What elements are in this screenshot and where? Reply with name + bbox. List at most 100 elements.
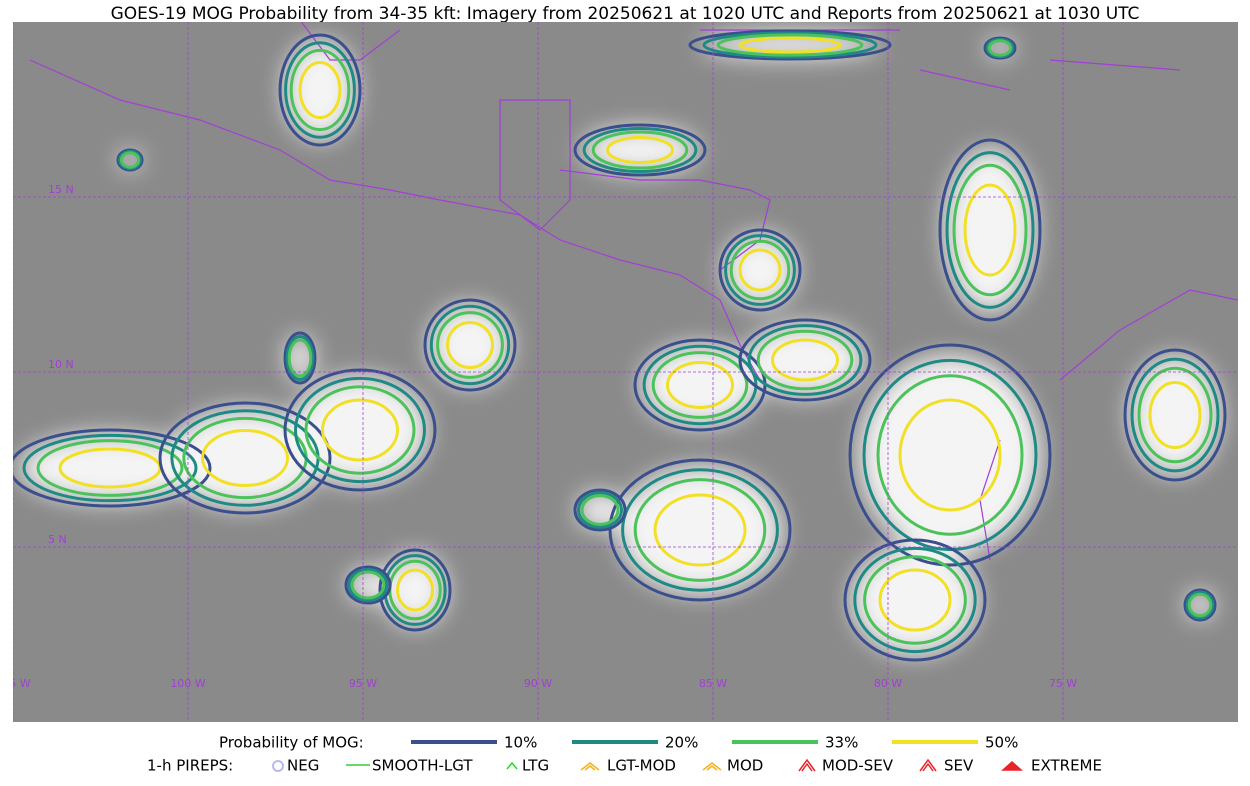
contour	[878, 568, 952, 632]
cloud	[724, 234, 796, 306]
legend-label: 33%	[825, 734, 858, 752]
lon-label: 100 W	[170, 677, 205, 690]
contour	[36, 439, 184, 497]
legend-label: LGT-MOD	[607, 757, 676, 775]
pirep-icon	[272, 760, 284, 772]
probability-contours	[13, 29, 1227, 662]
contour	[747, 324, 863, 396]
contour	[666, 361, 734, 409]
contour	[987, 39, 1013, 57]
contour	[119, 151, 141, 169]
contour	[298, 61, 342, 119]
contour	[591, 130, 689, 170]
contour	[876, 374, 1024, 536]
contour	[436, 311, 504, 379]
contour	[289, 48, 351, 132]
contour	[158, 401, 332, 515]
cloud	[348, 568, 388, 602]
contour	[1187, 592, 1213, 618]
contour	[716, 33, 864, 57]
contour	[729, 239, 791, 301]
contour	[738, 36, 842, 54]
lon-label: 90 W	[524, 677, 552, 690]
contour	[429, 304, 511, 386]
cloud	[746, 324, 864, 396]
contour	[853, 546, 977, 654]
contour	[738, 248, 782, 292]
lat-label: 10 N	[48, 358, 74, 371]
legend: Probability of MOG: 10% 20% 33% 50% 1-h PIREP…	[147, 734, 1102, 775]
contour	[718, 228, 802, 312]
pirep-icon	[580, 762, 600, 771]
contour	[347, 568, 389, 602]
cloud	[429, 304, 511, 386]
cloud	[292, 376, 428, 484]
cloud	[852, 546, 978, 654]
contour	[278, 33, 362, 147]
cloud	[168, 408, 322, 508]
contour	[843, 538, 987, 662]
contour	[848, 343, 1052, 567]
contour	[633, 478, 767, 582]
contour	[1183, 588, 1217, 622]
contour	[283, 368, 437, 492]
contour	[608, 458, 792, 602]
lon-label: 85 W	[699, 677, 727, 690]
map: 15 N 10 N 5 N 105 W 100 W 95 W 90 W 85 W 80 W 75 …	[0, 22, 1238, 722]
lon-label: 105 W	[0, 677, 31, 690]
contour	[938, 138, 1042, 322]
contour	[756, 329, 854, 391]
contour	[1185, 590, 1215, 620]
contour	[771, 338, 839, 382]
contour	[702, 31, 878, 59]
contour	[1123, 348, 1227, 482]
contour	[1130, 357, 1220, 473]
contour	[688, 29, 892, 61]
pirep-icon	[506, 761, 518, 770]
legend-label: 20%	[665, 734, 698, 752]
contour	[724, 234, 796, 306]
contour	[1137, 366, 1213, 464]
contour	[13, 428, 212, 508]
contour	[863, 555, 967, 645]
legend-label: 50%	[985, 734, 1018, 752]
contour	[304, 385, 416, 475]
contour	[738, 318, 872, 402]
legend-title: 1-h PIREPS:	[147, 757, 233, 775]
title: GOES-19 MOG Probability from 34-35 kft: …	[111, 4, 1140, 24]
cloud	[20, 433, 200, 503]
contour	[577, 491, 623, 529]
contour	[283, 331, 317, 385]
contour	[862, 358, 1038, 552]
legend-label: EXTREME	[1031, 757, 1102, 775]
cloud	[641, 344, 759, 426]
contour	[573, 123, 707, 177]
lat-label: 15 N	[48, 183, 74, 196]
cloud	[619, 467, 781, 593]
contour	[294, 376, 426, 484]
contour	[201, 429, 289, 487]
contour	[621, 468, 779, 592]
pirep-icon	[798, 758, 816, 772]
legend-label: MOD	[727, 757, 763, 775]
cloud	[284, 40, 356, 140]
legend-label: SEV	[944, 757, 974, 775]
cloud-imagery	[20, 32, 1220, 654]
contour	[22, 433, 198, 503]
lon-label: 95 W	[349, 677, 377, 690]
legend-label: NEG	[287, 757, 319, 775]
contour	[606, 136, 674, 164]
contour	[653, 493, 747, 567]
legend-label: MOD-SEV	[822, 757, 894, 775]
contour	[284, 41, 356, 139]
pirep-icon	[702, 762, 722, 771]
pirep-icon	[1001, 760, 1023, 771]
contour	[963, 183, 1017, 277]
contour	[344, 565, 392, 605]
cloud	[945, 149, 1035, 311]
legend-title: Probability of MOG:	[219, 734, 364, 752]
legend-label: SMOOTH-LGT	[372, 757, 473, 775]
contour	[573, 488, 627, 532]
cloud	[383, 554, 447, 626]
